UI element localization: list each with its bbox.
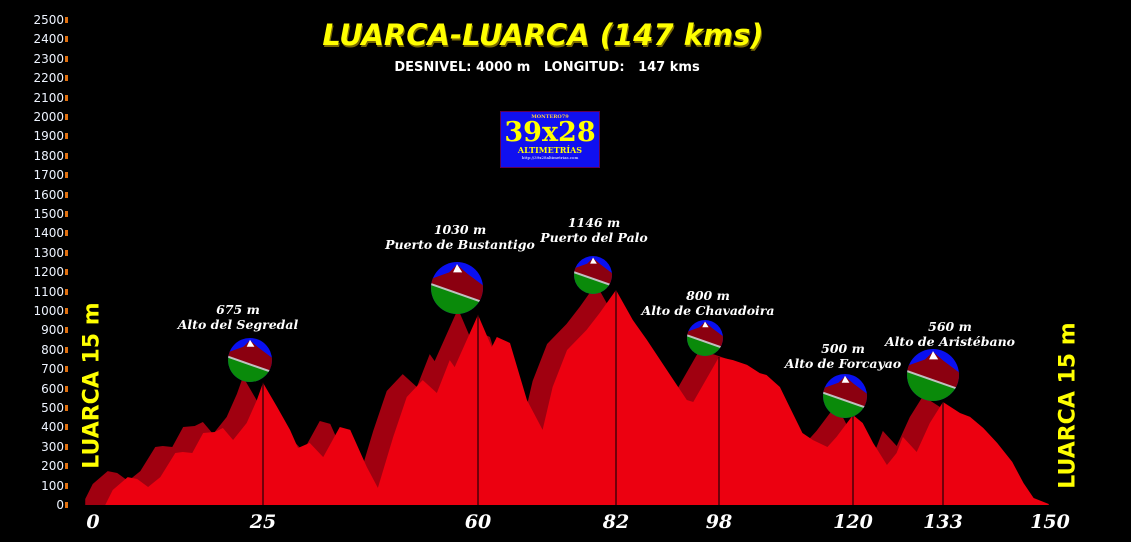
y-tick-mark <box>65 172 68 179</box>
chart-subtitle: DESNIVEL: 4000 m LONGITUD: 147 kms <box>394 60 700 75</box>
logo-url: http://39x28altimetrias.com <box>521 155 579 160</box>
y-tick-mark <box>65 230 68 237</box>
y-tick-mark <box>65 405 68 411</box>
peak-elevation: 675 m <box>216 302 260 317</box>
y-tick-label: 1400 <box>33 226 64 241</box>
x-tick-label: 120 <box>833 511 873 533</box>
y-tick-label: 1900 <box>33 129 64 144</box>
peak-elevation: 560 m <box>928 319 972 334</box>
altimetrias-logo: MONTERO79 39x28 ALTIMETRÍAS http://39x28… <box>500 111 600 168</box>
y-tick-label: 1800 <box>33 148 64 163</box>
y-tick-mark <box>65 55 68 62</box>
chart-title: LUARCA-LUARCA (147 kms) <box>322 18 764 52</box>
y-tick-label: 300 <box>41 439 64 454</box>
y-tick-mark <box>65 443 68 450</box>
peak-name: Puerto del Palo <box>540 230 648 245</box>
y-tick-label: 100 <box>41 478 64 493</box>
mountain-badge-icon <box>907 349 959 401</box>
y-tick-mark <box>65 346 68 353</box>
y-tick-label: 2000 <box>33 110 64 124</box>
y-tick-label: 1100 <box>33 284 64 299</box>
y-tick-mark <box>65 463 68 470</box>
y-tick-label: 0 <box>56 498 64 512</box>
mountain-badge-icon <box>228 338 272 382</box>
y-tick-mark <box>65 308 68 314</box>
y-tick-mark <box>65 249 68 256</box>
y-tick-mark <box>65 36 68 43</box>
peak-label: 500 m Alto de Forcayao <box>743 341 943 371</box>
x-tick-label: 98 <box>705 511 733 533</box>
y-tick-mark <box>65 269 68 276</box>
peak-label: 560 m Alto de Aristébano <box>850 319 1050 349</box>
y-tick-label: 800 <box>41 342 64 357</box>
peak-elevation: 800 m <box>686 288 730 303</box>
y-tick-label: 2200 <box>33 71 64 86</box>
peak-name: Puerto de Bustantigo <box>385 237 535 252</box>
peak-name: Alto del Segredal <box>177 317 299 332</box>
logo-main: 39x28 <box>504 117 596 148</box>
peak-elevation: 500 m <box>821 341 865 356</box>
y-tick-mark <box>65 75 68 82</box>
logo-subtitle: ALTIMETRÍAS <box>517 145 583 155</box>
x-tick-label: 25 <box>249 511 277 533</box>
y-tick-mark <box>65 17 68 23</box>
y-tick-mark <box>65 482 68 489</box>
profile-area <box>105 290 1049 505</box>
peak-elevation: 1030 m <box>433 222 487 237</box>
y-tick-label: 1300 <box>33 245 64 260</box>
peak-label: 800 m Alto de Chavadoira <box>608 288 808 318</box>
peak-elevation: 1146 m <box>567 215 621 230</box>
y-tick-mark <box>65 94 68 101</box>
peak-name: Alto de Aristébano <box>884 334 1016 349</box>
y-tick-label: 400 <box>41 420 64 435</box>
x-tick-label: 133 <box>923 511 963 533</box>
y-tick-mark <box>65 211 68 217</box>
y-tick-label: 2100 <box>33 90 64 105</box>
y-tick-mark <box>65 114 68 120</box>
y-tick-label: 600 <box>41 381 64 396</box>
x-tick-label: 60 <box>464 511 492 533</box>
y-tick-mark <box>65 385 68 392</box>
logo-author: MONTERO79 <box>531 114 569 120</box>
y-tick-label: 500 <box>41 401 64 415</box>
y-tick-label: 700 <box>41 362 64 377</box>
start-label: LUARCA 15 m <box>79 302 105 469</box>
y-tick-mark <box>65 288 68 295</box>
y-tick-label: 2400 <box>33 32 64 47</box>
end-label: LUARCA 15 m <box>1055 322 1081 489</box>
x-tick-label: 82 <box>602 511 630 533</box>
y-tick-mark <box>65 502 68 508</box>
peak-name: Alto de Chavadoira <box>641 303 775 318</box>
y-tick-label: 2500 <box>33 13 64 27</box>
peak-label: 1030 m Puerto de Bustantigo <box>360 222 560 252</box>
x-tick-label: 150 <box>1030 511 1070 533</box>
peak-name: Alto de Forcayao <box>784 356 902 371</box>
mountain-badge-icon <box>823 374 867 418</box>
y-tick-label: 1200 <box>33 265 64 280</box>
y-tick-label: 1500 <box>33 207 64 221</box>
y-tick-label: 2300 <box>33 51 64 66</box>
y-tick-mark <box>65 133 68 140</box>
y-tick-label: 1600 <box>33 187 64 202</box>
mountain-badge-icon <box>574 256 612 294</box>
y-tick-mark <box>65 327 68 334</box>
x-tick-label: 0 <box>86 511 100 533</box>
y-tick-mark <box>65 424 68 431</box>
y-tick-label: 900 <box>41 323 64 338</box>
y-tick-label: 1000 <box>33 304 64 318</box>
y-tick-label: 1700 <box>33 168 64 183</box>
y-tick-mark <box>65 191 68 198</box>
y-tick-label: 200 <box>41 459 64 474</box>
y-tick-mark <box>65 152 68 159</box>
peak-label: 1146 m Puerto del Palo <box>494 215 694 245</box>
mountain-badge-icon <box>687 320 723 356</box>
mountain-badge-icon <box>431 262 483 314</box>
peak-label: 675 m Alto del Segredal <box>138 302 338 332</box>
y-tick-mark <box>65 366 68 373</box>
